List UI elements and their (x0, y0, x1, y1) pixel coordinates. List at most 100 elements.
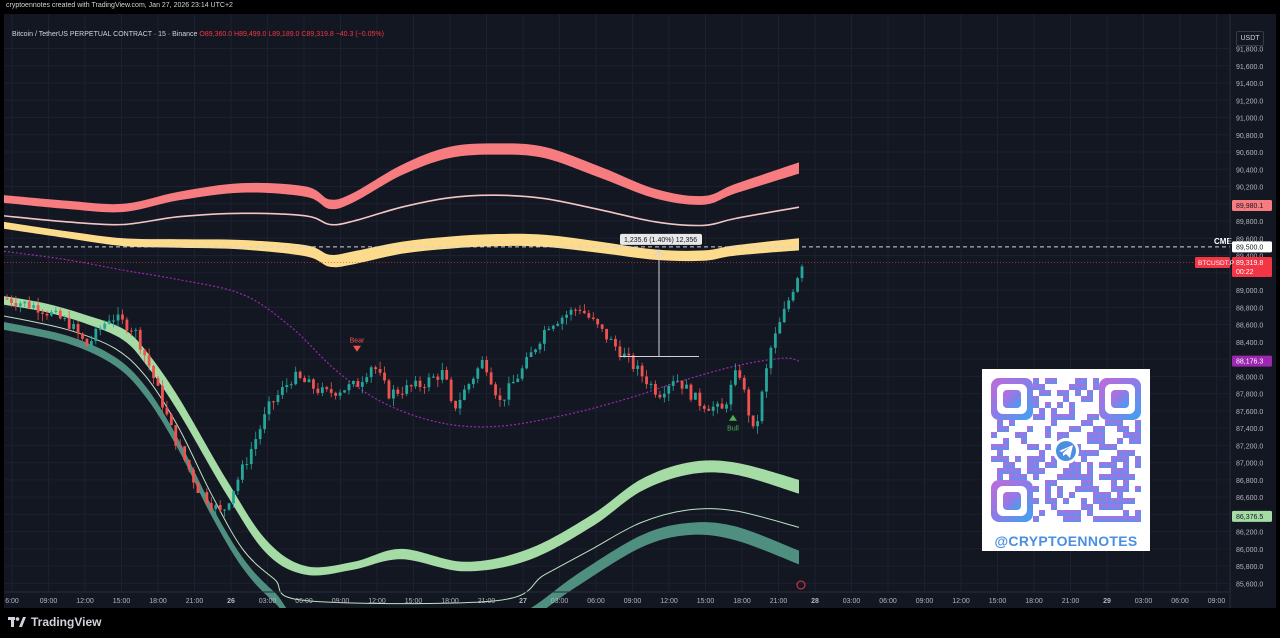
candle-body (365, 377, 369, 382)
price-label: 89,319.8 (1236, 260, 1263, 267)
qr-module (1081, 456, 1087, 462)
candle-body (143, 349, 147, 356)
qr-module (1123, 468, 1129, 474)
qr-module (1135, 462, 1141, 468)
qr-module (1105, 492, 1111, 498)
tradingview-logo[interactable]: TradingView (8, 615, 101, 629)
candle-body (174, 425, 178, 446)
price-tick-label: 90,400.0 (1236, 167, 1263, 174)
candle-body (662, 393, 666, 398)
qr-module (1057, 474, 1063, 480)
candle-body (511, 381, 515, 384)
candle-body (503, 399, 506, 401)
candle-body (218, 505, 222, 511)
candle-body (742, 377, 746, 390)
qr-module (1033, 378, 1039, 384)
qr-module (1051, 414, 1057, 420)
qr-label: @CRYPTOENNOTES (994, 533, 1138, 549)
candle-body (694, 392, 697, 400)
candle-body (298, 371, 302, 378)
qr-module (1057, 402, 1063, 408)
time-tick-label: 09:00 (624, 598, 642, 605)
candle-body (667, 385, 671, 394)
candle-body (409, 385, 413, 387)
bull-signal-icon (729, 414, 737, 421)
candle-body (565, 314, 569, 318)
qr-module (1123, 480, 1129, 486)
qr-module (1027, 426, 1033, 432)
qr-module (1063, 396, 1069, 402)
time-tick-label: 03:00 (1135, 598, 1153, 605)
time-tick-label: 06:00 (879, 598, 897, 605)
price-tick-label: 85,600.0 (1236, 581, 1263, 588)
candle-body (285, 385, 289, 388)
time-axis: 6:00 09:00 12:00 15:00 18:00 21:00 26 03:00 06:0… (4, 591, 1230, 605)
candle-body (23, 301, 27, 304)
qr-module (1111, 420, 1117, 426)
ohlc-open: O89,360.0 (199, 31, 233, 38)
qr-module (1051, 408, 1057, 414)
chart-area[interactable]: CME 1,235.6 (1.40%) 12,356 Bear Bull 91,800… (4, 14, 1276, 608)
qr-module (1105, 462, 1111, 468)
qr-module (991, 456, 997, 462)
qr-module (1123, 432, 1129, 438)
candle-body (369, 367, 373, 378)
qr-module (1021, 474, 1027, 480)
candle-body (534, 349, 537, 353)
qr-module (1045, 498, 1051, 504)
candle-body (414, 380, 418, 387)
time-tick-label: 03:00 (843, 598, 861, 605)
qr-module (1027, 462, 1033, 468)
qr-module (1081, 504, 1087, 510)
qr-module (1039, 414, 1045, 420)
candle-body (121, 314, 124, 320)
candle-body (702, 405, 706, 409)
candle-body (81, 333, 84, 339)
qr-module (1123, 498, 1129, 504)
time-tick-label: 06:00 (587, 598, 605, 605)
overlays: CME 1,235.6 (1.40%) 12,356 Bear Bull (4, 233, 1232, 590)
qr-module (1087, 450, 1093, 456)
qr-module (1069, 426, 1075, 432)
qr-module (1051, 462, 1057, 468)
qr-module (1093, 432, 1099, 438)
candle-body (458, 399, 462, 409)
time-tick-label: 29 (1103, 598, 1111, 605)
qr-module (1033, 402, 1039, 408)
candle-body (187, 460, 191, 470)
qr-module (1075, 426, 1081, 432)
candle-body (551, 325, 555, 329)
qr-module (1045, 486, 1051, 492)
candle-body (765, 368, 768, 392)
qr-module (1117, 426, 1123, 432)
bull-signal-label: Bull (727, 426, 739, 433)
currency-button[interactable]: USDT (1236, 31, 1264, 46)
price-tick-label: 87,200.0 (1236, 443, 1263, 450)
upper-inner-line (4, 194, 800, 227)
candle-body (578, 309, 582, 311)
price-label-box (1232, 200, 1272, 212)
qr-module (1087, 438, 1093, 444)
candle-body (312, 379, 315, 389)
qr-module (991, 432, 997, 438)
qr-module (1045, 480, 1051, 486)
qr-module (1033, 474, 1039, 480)
candle-body (440, 370, 444, 380)
candle-body (614, 338, 617, 347)
qr-module (1027, 468, 1033, 474)
qr-module (1111, 474, 1117, 480)
candle-body (658, 394, 662, 398)
qr-module (997, 456, 1003, 462)
candle-body (76, 324, 80, 334)
candle-body (494, 384, 497, 396)
qr-module (1039, 408, 1045, 414)
candle-body (391, 389, 395, 399)
candle-body (334, 392, 338, 396)
candle-body (449, 379, 453, 401)
qr-module (1045, 426, 1051, 432)
qr-module (1003, 462, 1009, 468)
qr-module (1045, 432, 1051, 438)
qr-module (1033, 396, 1039, 402)
candle-body (569, 309, 573, 315)
candle-body (107, 320, 111, 324)
